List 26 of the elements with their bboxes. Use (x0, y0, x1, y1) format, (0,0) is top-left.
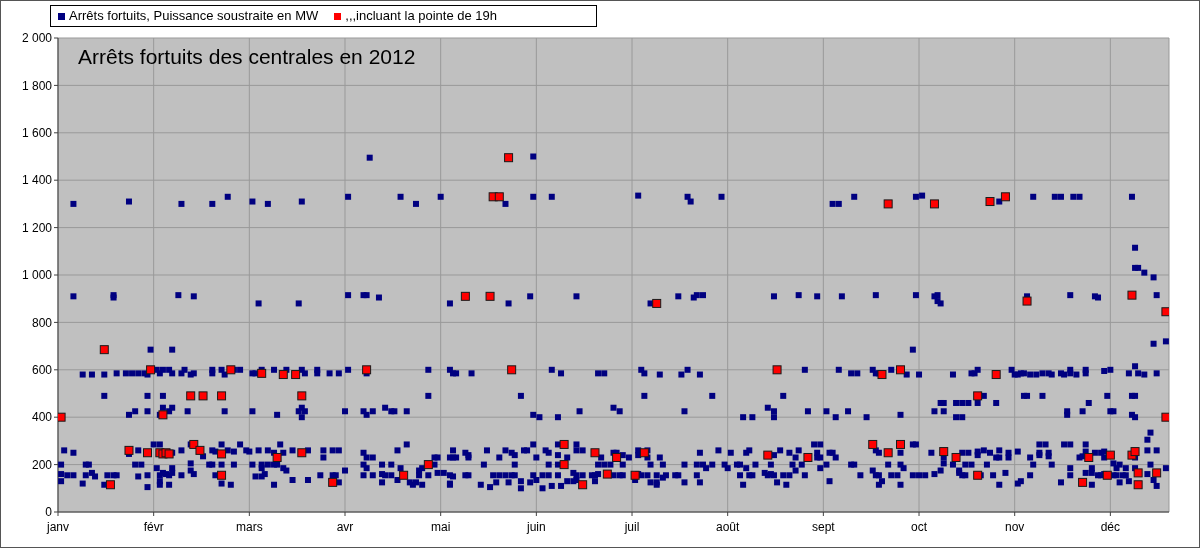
x-tick-label: juil (623, 519, 640, 534)
x-tick-label: mai (431, 519, 451, 534)
chart-title: Arrêts fortuits des centrales en 2012 (78, 45, 416, 69)
x-tick-label: nov (1005, 519, 1025, 534)
x-tick-label: mars (236, 519, 263, 534)
x-tick-label: janv (45, 519, 70, 534)
legend-label: ,,,incluant la pointe de 19h (345, 8, 498, 23)
y-tick-label: 1 400 (21, 173, 53, 188)
x-tick-label: déc (1100, 519, 1121, 534)
x-tick-label: oct (911, 519, 928, 534)
y-tick-label: 800 (31, 315, 53, 330)
y-tick-label: 1 000 (21, 268, 53, 283)
y-tick-label: 2 000 (21, 31, 53, 46)
x-tick-label: juin (526, 519, 546, 534)
y-tick-label: 600 (31, 363, 53, 378)
y-tick-label: 400 (31, 410, 53, 425)
y-tick-label: 0 (45, 505, 53, 520)
x-tick-label: févr (143, 519, 164, 534)
y-tick-label: 200 (31, 457, 53, 472)
y-tick-label: 1 600 (21, 126, 53, 141)
x-tick-label: août (716, 519, 741, 534)
x-tick-label: sept (812, 519, 836, 534)
legend-label: Arrêts fortuits, Puissance soustraite en MW (69, 8, 319, 23)
y-tick-label: 1 200 (21, 220, 53, 235)
y-tick-label: 1 800 (21, 78, 53, 93)
x-tick-label: avr (336, 519, 354, 534)
